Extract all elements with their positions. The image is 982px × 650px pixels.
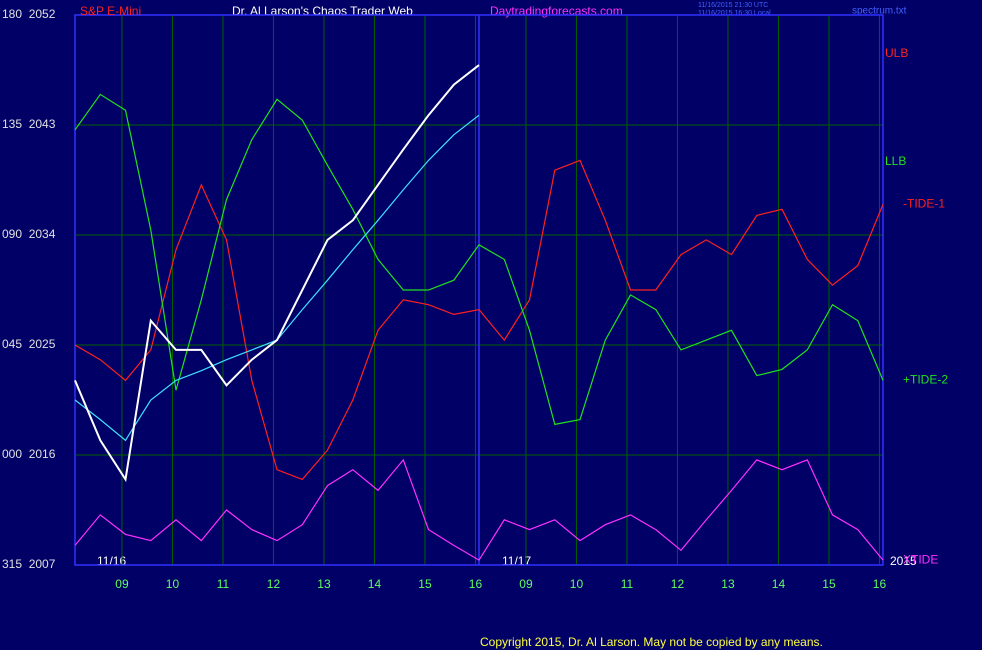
x-tick-label: 15 (822, 577, 836, 591)
timestamp: 11/16/2015 16:30 Local (698, 10, 771, 17)
x-tick-label: 15 (418, 577, 432, 591)
file-name: spectrum.txt (852, 6, 907, 17)
x-tick-label: 12 (267, 577, 281, 591)
x-tick-label: 14 (772, 577, 786, 591)
chart-title: Dr. Al Larson's Chaos Trader Web (232, 4, 413, 18)
x-tick-label: 09 (519, 577, 533, 591)
x-tick-label: 14 (368, 577, 382, 591)
x-tick-label: 10 (570, 577, 584, 591)
x-tick-label: 16 (873, 577, 887, 591)
date-label: 2015 (890, 554, 917, 568)
series-line (74, 159, 884, 481)
x-tick-label: 13 (721, 577, 735, 591)
copyright: Copyright 2015, Dr. Al Larson. May not b… (480, 635, 823, 649)
band-label: ULB (885, 46, 908, 60)
x-tick-label: 11 (217, 577, 230, 591)
x-tick-label: 16 (469, 577, 483, 591)
series-line (74, 93, 884, 426)
series-label: -TIDE-1 (903, 197, 945, 211)
series-label: S&P E-Mini (80, 4, 141, 18)
x-tick-label: 13 (317, 577, 331, 591)
x-tick-label: 10 (166, 577, 180, 591)
x-tick-label: 12 (671, 577, 685, 591)
site-name: Daytradingforecasts.com (490, 4, 623, 18)
series-label: XTIDE (903, 552, 938, 566)
date-label: 11/17 (502, 554, 531, 568)
y-tick-label: 090 2034 (2, 227, 56, 241)
band-label: LLB (885, 154, 906, 168)
y-tick-label: 000 2016 (2, 447, 56, 461)
series-label: +TIDE-2 (903, 373, 948, 387)
y-tick-label: 315 2007 (2, 557, 56, 571)
x-tick-label: 09 (115, 577, 129, 591)
y-tick-label: 180 2052 (2, 7, 56, 21)
timestamp: 11/16/2015 21:30 UTC (698, 2, 768, 9)
y-tick-label: 045 2025 (2, 337, 56, 351)
series-line (74, 64, 480, 483)
series-line (74, 458, 884, 561)
y-tick-label: 135 2043 (2, 117, 56, 131)
x-tick-label: 11 (621, 577, 634, 591)
